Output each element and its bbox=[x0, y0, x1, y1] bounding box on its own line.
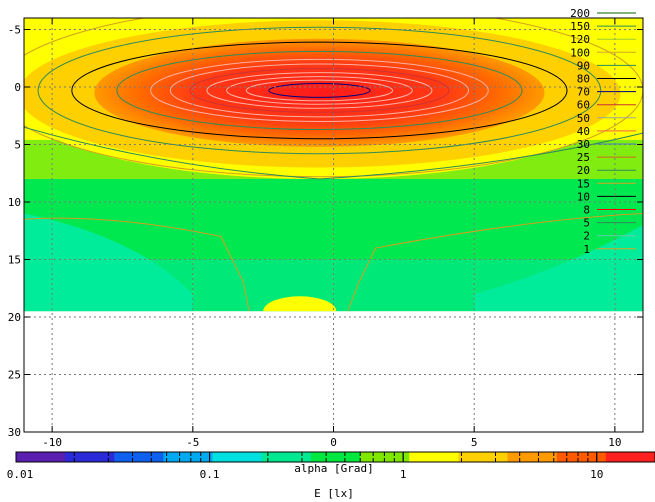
contour-line bbox=[169, 63, 470, 118]
colorbar-xlabel: E [lx] bbox=[314, 487, 354, 500]
colorbar-segment bbox=[261, 452, 312, 462]
x-tick-label: 5 bbox=[471, 436, 478, 449]
legend-entry-label: 5 bbox=[583, 217, 590, 230]
legend-entry-label: 10 bbox=[577, 190, 590, 203]
contour-line bbox=[189, 68, 450, 113]
colorbar-tick-label: 10 bbox=[590, 468, 603, 481]
legend-entry-label: 30 bbox=[577, 138, 590, 151]
colorbar-segment bbox=[114, 452, 165, 462]
y-tick-label: 25 bbox=[8, 369, 21, 382]
colorbar: 0.01 0.1 1 10 alpha [Grad] E [lx] bbox=[7, 451, 655, 500]
heat-region-bottom-bump bbox=[263, 296, 337, 312]
colorbar-segment bbox=[605, 452, 655, 462]
x-tick-label: 10 bbox=[608, 436, 621, 449]
colorbar-segment bbox=[556, 452, 607, 462]
y-tick-label: 0 bbox=[14, 81, 21, 94]
legend-entry-label: 150 bbox=[570, 20, 590, 33]
y-tick-label: 15 bbox=[8, 254, 21, 267]
x-tick-label: -5 bbox=[186, 436, 199, 449]
colorbar-segment bbox=[16, 452, 66, 462]
heat-region-teal-right bbox=[474, 225, 643, 312]
heat-region-hot-core bbox=[94, 38, 545, 147]
y-tick-label: -5 bbox=[8, 24, 21, 37]
y-tick-label: 5 bbox=[14, 139, 21, 152]
colorbar-tick-label: 1 bbox=[400, 468, 407, 481]
legend-entry-label: 200 bbox=[570, 7, 590, 20]
legend-entry-label: 8 bbox=[583, 204, 590, 217]
contour-line-lower-left bbox=[24, 217, 250, 312]
colorbar-tick-label: 0.01 bbox=[7, 468, 34, 481]
contour-line bbox=[116, 50, 523, 131]
contour-line bbox=[150, 58, 489, 122]
contour-line bbox=[206, 72, 433, 109]
colorbar-segment bbox=[360, 452, 410, 462]
colorbar-tick-label: 0.1 bbox=[200, 468, 220, 481]
colorbar-segment bbox=[409, 452, 459, 462]
colorbar-title: alpha [Grad] bbox=[294, 462, 373, 475]
heat-region-teal-left bbox=[24, 213, 193, 312]
heatmap-data-area bbox=[24, 18, 643, 312]
grid-lines bbox=[24, 18, 643, 433]
y-tick-label: 10 bbox=[8, 196, 21, 209]
contour-line bbox=[24, 18, 643, 178]
colorbar-segment bbox=[65, 452, 115, 462]
legend-entry-label: 50 bbox=[577, 112, 590, 125]
legend-entry-label: 60 bbox=[577, 99, 590, 112]
legend-entry-label: 1 bbox=[583, 243, 590, 256]
legend-entry-label: 80 bbox=[577, 73, 590, 86]
contour-line bbox=[226, 76, 413, 105]
contour-line bbox=[245, 79, 394, 102]
legend-entry-label: 20 bbox=[577, 164, 590, 177]
colorbar-segment bbox=[310, 452, 361, 462]
legend-entry-label: 120 bbox=[570, 33, 590, 46]
legend-entry-label: 15 bbox=[577, 177, 590, 190]
colorbar-segment bbox=[458, 452, 509, 462]
colorbar-segment bbox=[507, 452, 558, 462]
contour-line-lower-right bbox=[347, 213, 643, 312]
legend-entry-label: 40 bbox=[577, 125, 590, 138]
legend-entry-label: 100 bbox=[570, 46, 590, 59]
legend-entry-label: 2 bbox=[583, 230, 590, 243]
x-tick-label: 0 bbox=[330, 436, 337, 449]
colorbar-segment bbox=[212, 452, 263, 462]
contour-line bbox=[268, 83, 371, 98]
x-tick-label: -10 bbox=[42, 436, 62, 449]
y-tick-label: 20 bbox=[8, 311, 21, 324]
legend-entry-label: 90 bbox=[577, 59, 590, 72]
contour-line bbox=[71, 41, 568, 140]
contour-line bbox=[37, 26, 602, 155]
colorbar-segment bbox=[163, 452, 214, 462]
legend-entry-label: 25 bbox=[577, 151, 590, 164]
legend-entry-label: 70 bbox=[577, 86, 590, 99]
y-tick-label: 30 bbox=[8, 426, 21, 439]
contour-line-mid bbox=[24, 126, 643, 180]
